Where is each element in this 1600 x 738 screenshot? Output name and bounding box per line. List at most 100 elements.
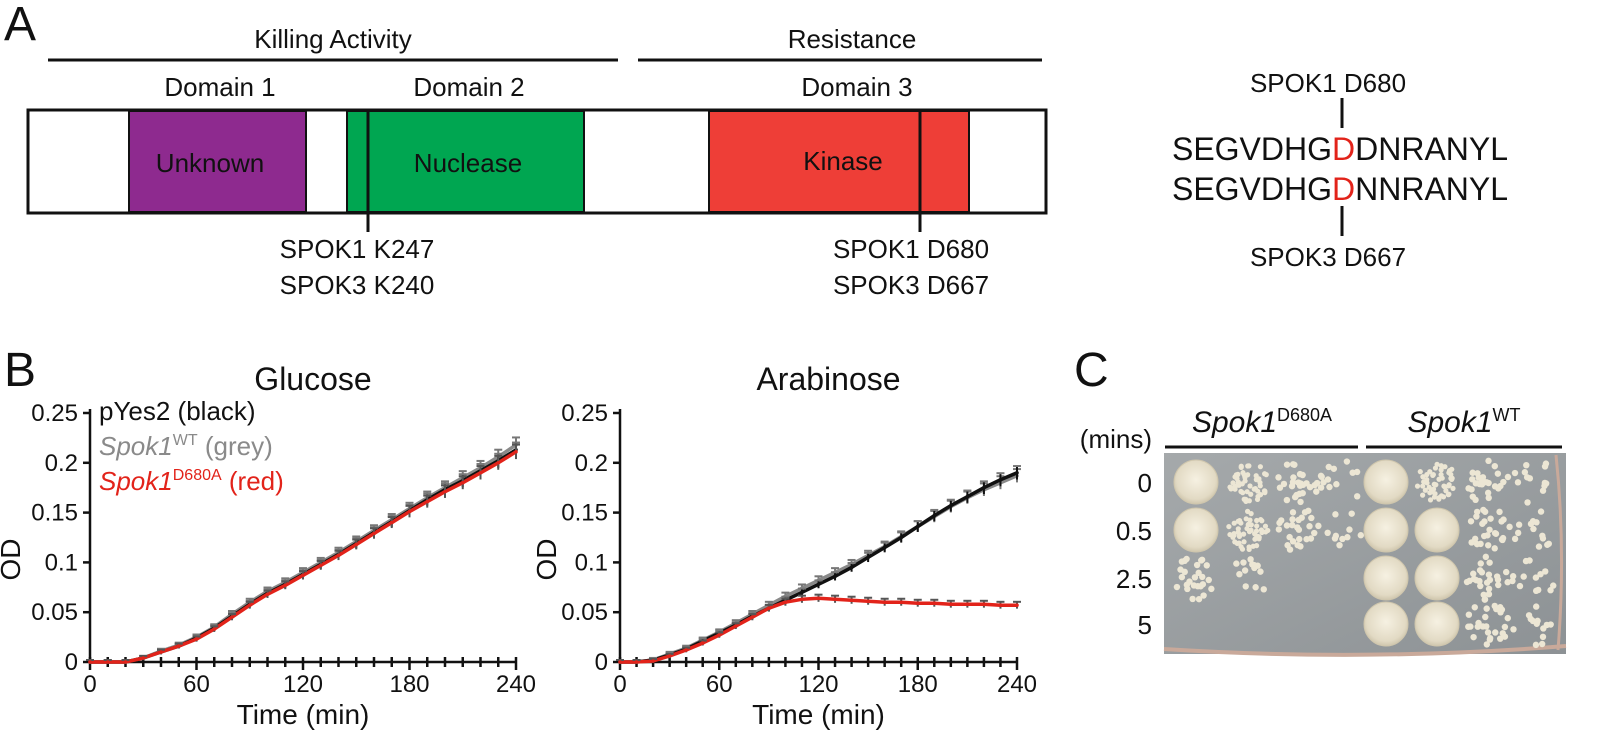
colony [1315, 522, 1322, 530]
colony [1245, 472, 1251, 478]
colony [1472, 480, 1480, 487]
domain-2-box [346, 110, 585, 213]
colony [1239, 546, 1246, 552]
colony [1260, 586, 1267, 593]
colony [1466, 577, 1473, 585]
colony [1550, 582, 1557, 589]
colony [1523, 461, 1530, 469]
colony [1230, 534, 1236, 540]
colony [1491, 602, 1498, 610]
colony [1197, 583, 1204, 590]
colony [1511, 535, 1519, 543]
colony-spot [1363, 507, 1409, 553]
legend-mut-tail: (red) [222, 466, 284, 496]
time-label-2-5: 2.5 [1116, 564, 1152, 594]
colony [1226, 523, 1232, 530]
colony [1509, 577, 1516, 585]
colony [1295, 516, 1302, 524]
colony [1541, 482, 1548, 490]
data-point [176, 644, 181, 648]
colony [1181, 568, 1188, 576]
colony [1495, 485, 1502, 492]
strain-2-sup: WT [1493, 405, 1521, 425]
data-point [141, 656, 146, 660]
data-point [684, 648, 688, 652]
chart-title: Arabinose [756, 361, 900, 397]
y-tick-label: 0.15 [561, 500, 608, 527]
colony [1499, 536, 1506, 544]
colony [1232, 483, 1238, 489]
data-point [899, 600, 904, 605]
legend-wt-gene: Spok1 [99, 431, 173, 461]
colony [1535, 586, 1542, 594]
colony [1242, 583, 1249, 590]
data-point [700, 641, 705, 645]
colony [1422, 487, 1428, 493]
data-point [750, 615, 755, 619]
data-point [965, 494, 970, 499]
colony [1331, 535, 1339, 542]
colony [1296, 535, 1303, 543]
colony [1276, 519, 1283, 527]
colony [1284, 542, 1291, 549]
y-tick-label: 0 [65, 649, 78, 676]
data-point [460, 480, 465, 485]
colony [1244, 525, 1250, 532]
colony [1183, 555, 1190, 563]
colony [1240, 490, 1246, 496]
legend-spok1-wt: Spok1WT (grey) [99, 431, 273, 461]
data-point [514, 450, 518, 454]
colony [1320, 479, 1327, 486]
colony [1483, 623, 1490, 630]
colony [1510, 626, 1517, 633]
colony [1301, 509, 1309, 516]
colony [1445, 491, 1451, 498]
y-axis-label: OD [531, 539, 562, 581]
colony [1431, 481, 1437, 487]
seq-1-post: DNRANYL [1355, 131, 1508, 167]
colony [1248, 522, 1254, 528]
data-point [372, 531, 376, 536]
colony [1535, 543, 1543, 550]
colony [1244, 508, 1251, 514]
colony [1472, 496, 1479, 504]
colony [1235, 526, 1241, 532]
colony [1450, 485, 1456, 491]
colony [1529, 617, 1537, 625]
alignment-bottom-label: SPOK3 D667 [1250, 242, 1406, 272]
colony [1283, 522, 1291, 529]
colony [1247, 483, 1253, 489]
colony [1485, 479, 1492, 487]
glucose-chart: Glucose 0 60 120 180 240 0 0.05 0.1 0.15 0.2 0.25 Ti… [0, 361, 536, 730]
colony [1539, 633, 1547, 641]
colony [1509, 573, 1517, 580]
y-tick-label: 0 [595, 649, 608, 676]
y-tick-label: 0.1 [45, 549, 78, 576]
colony [1246, 544, 1252, 550]
spot-plate-photo [1163, 453, 1567, 657]
colony [1446, 482, 1452, 488]
colony [1251, 486, 1257, 492]
colony [1539, 487, 1547, 494]
colony [1469, 469, 1476, 476]
colony [1357, 532, 1365, 539]
data-point [301, 573, 305, 578]
colony [1280, 480, 1288, 488]
colony [1511, 469, 1519, 477]
colony [1497, 604, 1504, 611]
colony [1479, 520, 1486, 527]
data-point [123, 660, 128, 664]
colony [1478, 569, 1486, 576]
colony [1262, 523, 1269, 529]
data-point [425, 499, 430, 504]
colony-spot [1173, 459, 1219, 505]
colony [1178, 573, 1186, 581]
colony [1313, 488, 1320, 495]
colony [1256, 534, 1262, 540]
data-point [816, 596, 821, 601]
colony [1275, 474, 1282, 481]
colony [1424, 472, 1430, 478]
colony [1485, 494, 1492, 502]
colony [1242, 478, 1248, 484]
colony [1541, 463, 1549, 470]
